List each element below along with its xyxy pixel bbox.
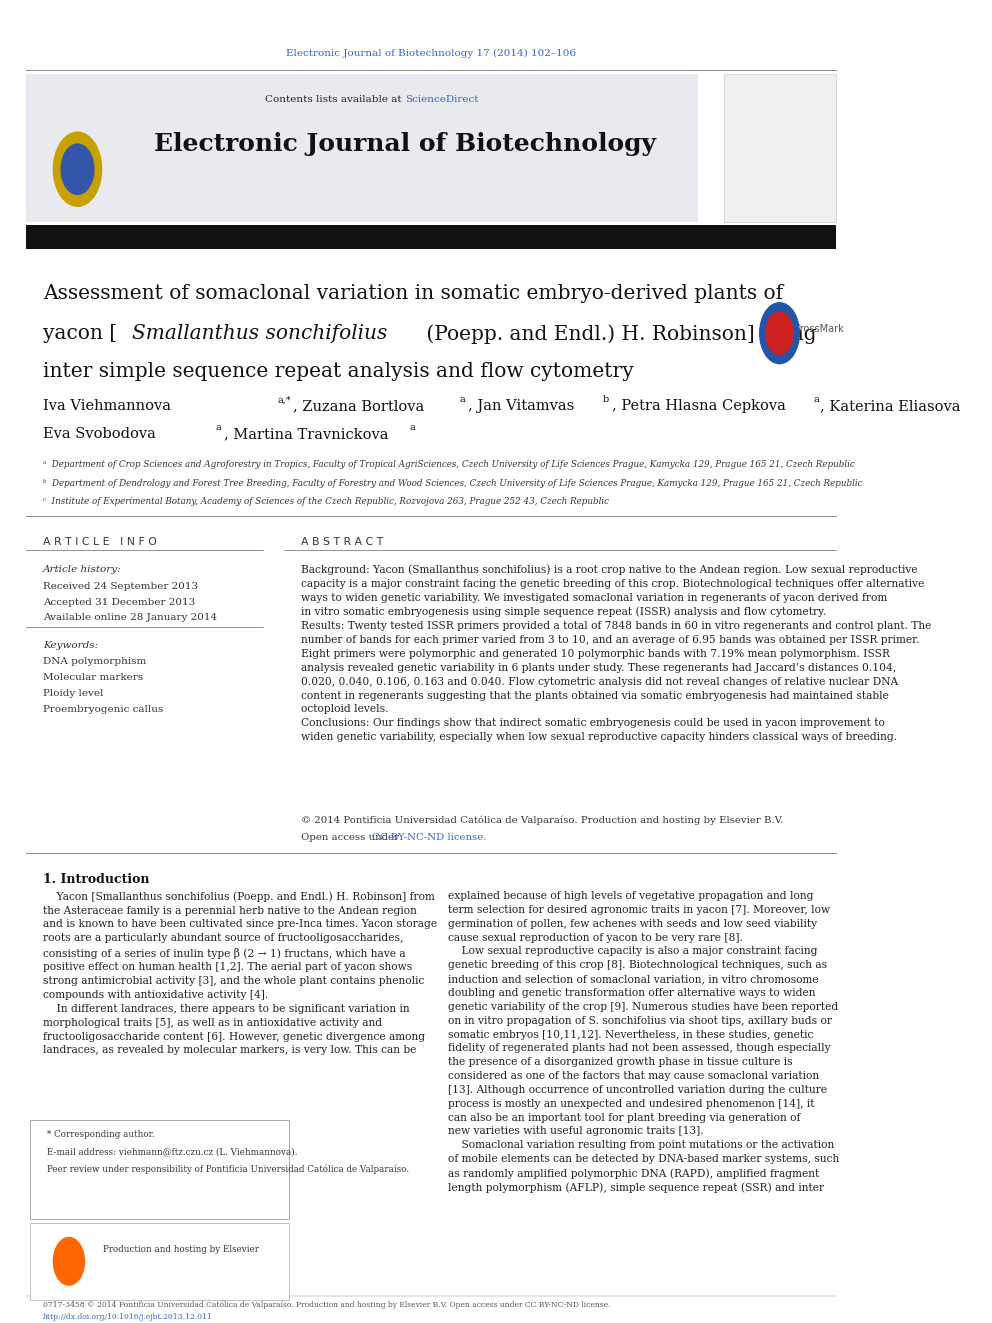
Text: DNA polymorphism: DNA polymorphism	[43, 658, 146, 665]
Text: a: a	[409, 423, 415, 433]
Text: Article history:: Article history:	[43, 565, 122, 574]
Text: ᶜ  Institute of Experimental Botany, Academy of Sciences of the Czech Republic, : ᶜ Institute of Experimental Botany, Acad…	[43, 497, 609, 507]
Text: b: b	[603, 396, 609, 405]
Text: , Martina Travnickova: , Martina Travnickova	[224, 427, 389, 441]
Text: Molecular markers: Molecular markers	[43, 673, 143, 681]
Text: Peer review under responsibility of Pontificia Universidad Católica de Valparaís: Peer review under responsibility of Pont…	[48, 1164, 410, 1175]
Text: A B S T R A C T: A B S T R A C T	[302, 537, 384, 546]
Text: Electronic Journal of Biotechnology: Electronic Journal of Biotechnology	[154, 132, 656, 156]
Text: (Poepp. and Endl.) H. Robinson] using: (Poepp. and Endl.) H. Robinson] using	[421, 324, 817, 344]
Text: Contents lists available at: Contents lists available at	[265, 95, 405, 105]
Text: a: a	[813, 396, 818, 405]
Text: 0717-3458 © 2014 Pontificia Universidad Católica de Valparaíso. Production and h: 0717-3458 © 2014 Pontificia Universidad …	[43, 1301, 610, 1308]
Bar	[26, 225, 835, 249]
Text: CrossMark: CrossMark	[794, 324, 844, 333]
Text: Ploidy level: Ploidy level	[43, 689, 103, 697]
Text: A R T I C L E   I N F O: A R T I C L E I N F O	[43, 537, 157, 546]
Text: © 2014 Pontificia Universidad Católica de Valparaíso. Production and hosting by : © 2014 Pontificia Universidad Católica d…	[302, 816, 784, 826]
Text: Accepted 31 December 2013: Accepted 31 December 2013	[43, 598, 195, 607]
Text: Available online 28 January 2014: Available online 28 January 2014	[43, 614, 217, 622]
Text: Iva Viehmannova: Iva Viehmannova	[43, 400, 171, 413]
FancyBboxPatch shape	[26, 74, 697, 222]
FancyBboxPatch shape	[30, 1222, 289, 1299]
Text: , Petra Hlasna Cepkova: , Petra Hlasna Cepkova	[611, 400, 786, 413]
Text: * Corresponding author.: * Corresponding author.	[48, 1130, 155, 1139]
FancyBboxPatch shape	[723, 74, 835, 222]
Circle shape	[760, 303, 800, 364]
Text: Keywords:: Keywords:	[43, 642, 98, 650]
Text: Received 24 September 2013: Received 24 September 2013	[43, 582, 198, 591]
Text: a: a	[459, 396, 465, 405]
Text: Electronic Journal of Biotechnology 17 (2014) 102–106: Electronic Journal of Biotechnology 17 (…	[286, 49, 575, 58]
Text: ᵇ  Department of Dendrology and Forest Tree Breeding, Faculty of Forestry and Wo: ᵇ Department of Dendrology and Forest Tr…	[43, 479, 863, 488]
Circle shape	[54, 132, 101, 206]
Text: inter simple sequence repeat analysis and flow cytometry: inter simple sequence repeat analysis an…	[43, 363, 634, 381]
Circle shape	[766, 312, 794, 355]
Text: a,*: a,*	[278, 396, 291, 405]
Text: Assessment of somaclonal variation in somatic embryo-derived plants of: Assessment of somaclonal variation in so…	[43, 284, 784, 303]
Text: Production and hosting by Elsevier: Production and hosting by Elsevier	[103, 1245, 259, 1254]
FancyBboxPatch shape	[30, 1119, 289, 1218]
Circle shape	[54, 1237, 84, 1285]
Text: http://dx.doi.org/10.1016/j.ejbt.2013.12.011: http://dx.doi.org/10.1016/j.ejbt.2013.12…	[43, 1312, 213, 1320]
Text: 1. Introduction: 1. Introduction	[43, 873, 150, 885]
Text: yacon [: yacon [	[43, 324, 117, 343]
Text: Yacon [Smallanthus sonchifolius (Poepp. and Endl.) H. Robinson] from
the Asterac: Yacon [Smallanthus sonchifolius (Poepp. …	[43, 892, 437, 1056]
Text: explained because of high levels of vegetative propagation and long
term selecti: explained because of high levels of vege…	[448, 892, 839, 1193]
Text: CC BY-NC-ND license.: CC BY-NC-ND license.	[372, 833, 487, 841]
Text: Smallanthus sonchifolius: Smallanthus sonchifolius	[132, 324, 387, 343]
Text: Proembryogenic callus: Proembryogenic callus	[43, 705, 164, 713]
Text: Open access under: Open access under	[302, 833, 403, 841]
Text: E-mail address: viehmann@ftz.czu.cz (L. Viehmannova).: E-mail address: viehmann@ftz.czu.cz (L. …	[48, 1147, 298, 1156]
Text: , Katerina Eliasova: , Katerina Eliasova	[820, 400, 960, 413]
Text: , Zuzana Bortlova: , Zuzana Bortlova	[293, 400, 425, 413]
Text: ScienceDirect: ScienceDirect	[405, 95, 478, 105]
Text: , Jan Vitamvas: , Jan Vitamvas	[467, 400, 574, 413]
Text: ᵃ  Department of Crop Sciences and Agroforestry in Tropics, Faculty of Tropical : ᵃ Department of Crop Sciences and Agrofo…	[43, 460, 855, 470]
Circle shape	[62, 144, 94, 194]
Text: Eva Svobodova: Eva Svobodova	[43, 427, 156, 441]
Text: Background: Yacon (Smallanthus sonchifolius) is a root crop native to the Andean: Background: Yacon (Smallanthus sonchifol…	[302, 565, 931, 742]
Text: a: a	[215, 423, 221, 433]
